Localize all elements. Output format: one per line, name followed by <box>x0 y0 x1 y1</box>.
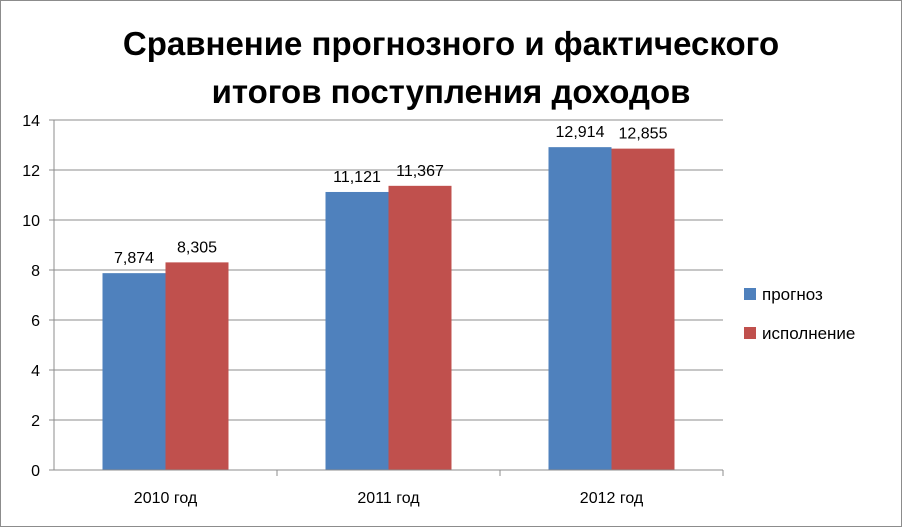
legend-swatch <box>744 288 756 300</box>
legend-label: исполнение <box>762 324 855 343</box>
y-tick-label: 4 <box>31 363 40 380</box>
y-tick-label: 10 <box>22 213 40 230</box>
x-tick-label: 2012 год <box>580 490 644 507</box>
bar <box>388 185 452 470</box>
y-tick-label: 2 <box>31 413 40 430</box>
chart-title-line-2: итогов поступления доходов <box>211 73 691 110</box>
data-label: 12,914 <box>556 124 605 141</box>
chart-title: Сравнение прогнозного и фактического ито… <box>0 20 902 116</box>
data-label: 11,121 <box>333 169 381 186</box>
chart-title-line-1: Сравнение прогнозного и фактического <box>122 25 780 62</box>
legend-swatch <box>744 327 756 339</box>
x-tick-label: 2011 год <box>357 490 420 507</box>
data-label: 8,305 <box>177 239 217 256</box>
y-tick-label: 8 <box>31 263 40 280</box>
bar <box>165 262 229 470</box>
data-label: 11,367 <box>396 163 444 180</box>
bar <box>325 191 389 470</box>
legend: прогноз исполнение <box>744 285 855 343</box>
axes <box>53 120 723 471</box>
y-tick-label: 0 <box>31 463 40 480</box>
y-tick-label: 12 <box>22 163 40 180</box>
bar <box>548 147 612 470</box>
y-axis-ticks: 0 2 4 6 8 10 12 14 <box>22 113 54 480</box>
x-axis-ticks: 2010 год 2011 год 2012 год <box>134 470 724 507</box>
x-tick-label: 2010 год <box>134 490 198 507</box>
y-tick-label: 14 <box>22 113 40 130</box>
data-label: 7,874 <box>114 250 154 267</box>
bar <box>102 273 166 470</box>
y-tick-label: 6 <box>31 313 40 330</box>
legend-label: прогноз <box>762 285 823 304</box>
bars <box>102 147 675 470</box>
data-label: 12,855 <box>619 126 668 143</box>
bar <box>611 148 675 470</box>
data-labels: 7,874 8,305 11,121 11,367 12,914 12,855 <box>114 124 668 267</box>
